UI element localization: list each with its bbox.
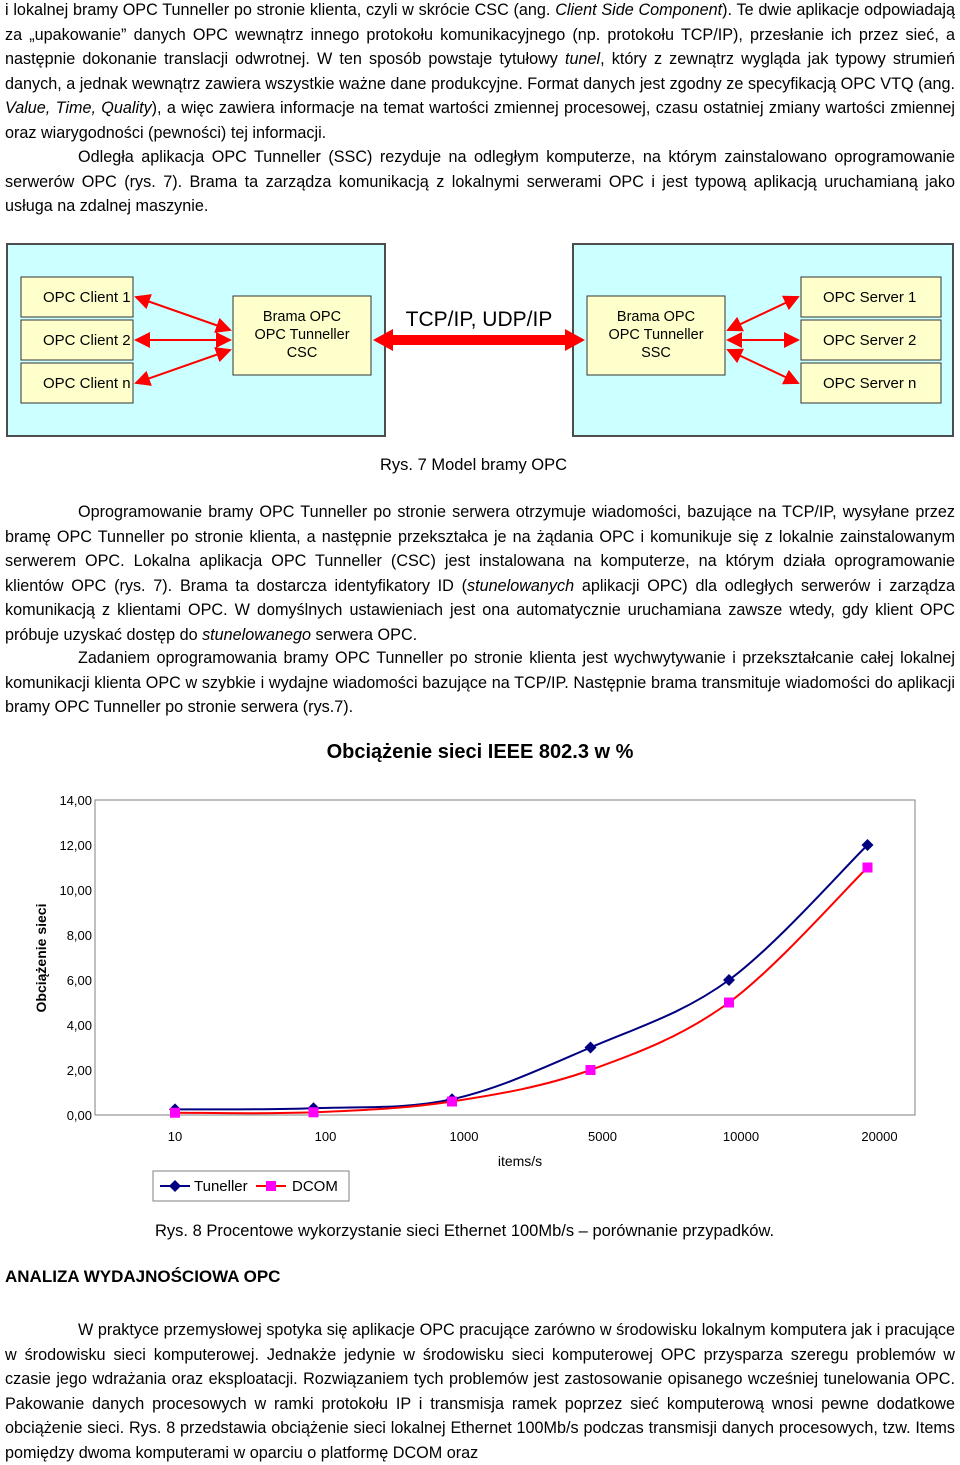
y-tick-label: 12,00: [59, 838, 92, 853]
legend-label-tuneller: Tuneller: [194, 1178, 248, 1195]
y-tick-label: 8,00: [67, 928, 92, 943]
x-tick-label: 1000: [450, 1129, 479, 1144]
paragraph-analysis: W praktyce przemysłowej spotyka się apli…: [5, 1321, 955, 1462]
server-box: OPC Server 1: [800, 276, 942, 318]
svg-text:OPC Server 2: OPC Server 2: [823, 332, 916, 349]
ssc-gateway-box: Brama OPC OPC Tunneller SSC: [586, 295, 726, 376]
y-tick-label: 6,00: [67, 973, 92, 988]
x-tick-label: 100: [315, 1129, 337, 1144]
data-point-tuneller: [861, 839, 874, 851]
data-point-tuneller: [584, 1041, 597, 1054]
figure-8-caption: Rys. 8 Procentowe wykorzystanie sieci Et…: [155, 1222, 775, 1240]
data-point-dcom: [447, 1096, 457, 1107]
svg-text:OPC Client 2: OPC Client 2: [43, 332, 131, 349]
data-point-dcom: [862, 862, 873, 873]
y-axis-label: Obciążenie sieci: [33, 904, 49, 1013]
svg-text:OPC Client 1: OPC Client 1: [43, 289, 131, 306]
opc-gateway-diagram: OPC Client 1 OPC Client 2 OPC Client n B…: [6, 243, 954, 437]
y-tick-label: 4,00: [67, 1018, 92, 1033]
tcp-link-arrow: [373, 329, 585, 351]
svg-text:OPC Server n: OPC Server n: [823, 375, 916, 392]
series-line-dcom: [174, 866, 869, 1115]
y-tick-label: 14,00: [59, 793, 92, 808]
x-axis-label: items/s: [498, 1153, 542, 1169]
chart-legend: Tuneller DCOM: [152, 1170, 350, 1202]
network-load-chart: Obciążenie sieci IEEE 802.3 w % Obciążen…: [33, 741, 916, 1202]
client-box: OPC Client 2: [20, 319, 134, 361]
client-arrows: [134, 294, 232, 386]
y-tick-label: 0,00: [67, 1108, 92, 1123]
legend-label-dcom: DCOM: [292, 1178, 338, 1195]
svg-text:OPC Server 1: OPC Server 1: [823, 289, 916, 306]
tcp-link-label: TCP/IP, UDP/IP: [406, 308, 553, 331]
x-tick-label: 20000: [861, 1129, 897, 1144]
x-tick-label: 5000: [588, 1129, 617, 1144]
svg-text:OPC Tunneller: OPC Tunneller: [608, 327, 703, 343]
x-tick-label: 10: [168, 1129, 182, 1144]
data-point-dcom: [170, 1107, 180, 1118]
paragraph-server-gateway: Oprogramowanie bramy OPC Tunneller po st…: [5, 503, 955, 644]
svg-text:OPC Tunneller: OPC Tunneller: [254, 327, 349, 343]
section-heading: ANALIZA WYDAJNOŚCIOWA OPC: [5, 1267, 281, 1286]
paragraph-intro: i lokalnej bramy OPC Tunneller po stroni…: [5, 1, 956, 142]
csc-gateway-box: Brama OPC OPC Tunneller CSC: [232, 295, 372, 376]
server-arrows: [726, 295, 800, 385]
y-tick-label: 10,00: [59, 883, 92, 898]
data-point-dcom: [724, 997, 734, 1008]
svg-text:CSC: CSC: [287, 345, 318, 361]
paragraph-client-gateway: Zadaniem oprogramowania bramy OPC Tunnel…: [5, 649, 955, 716]
client-box: OPC Client n: [20, 362, 134, 404]
data-point-tuneller: [723, 974, 735, 986]
paragraph-ssc: Odległa aplikacja OPC Tunneller (SSC) re…: [5, 148, 955, 215]
x-tick-label: 10000: [723, 1129, 759, 1144]
y-tick-label: 2,00: [67, 1063, 92, 1078]
svg-text:OPC Client n: OPC Client n: [43, 375, 131, 392]
server-box: OPC Server 2: [800, 319, 942, 361]
data-point-dcom: [308, 1107, 319, 1118]
series-line-tuneller: [174, 844, 869, 1111]
client-box: OPC Client 1: [20, 276, 134, 318]
figure-7-caption: Rys. 7 Model bramy OPC: [380, 456, 568, 474]
svg-text:Brama OPC: Brama OPC: [617, 309, 695, 325]
data-point-dcom: [585, 1065, 596, 1075]
svg-text:Brama OPC: Brama OPC: [263, 309, 341, 325]
server-box: OPC Server n: [800, 362, 942, 404]
svg-text:SSC: SSC: [641, 345, 671, 361]
chart-title: Obciążenie sieci IEEE 802.3 w %: [327, 741, 634, 763]
